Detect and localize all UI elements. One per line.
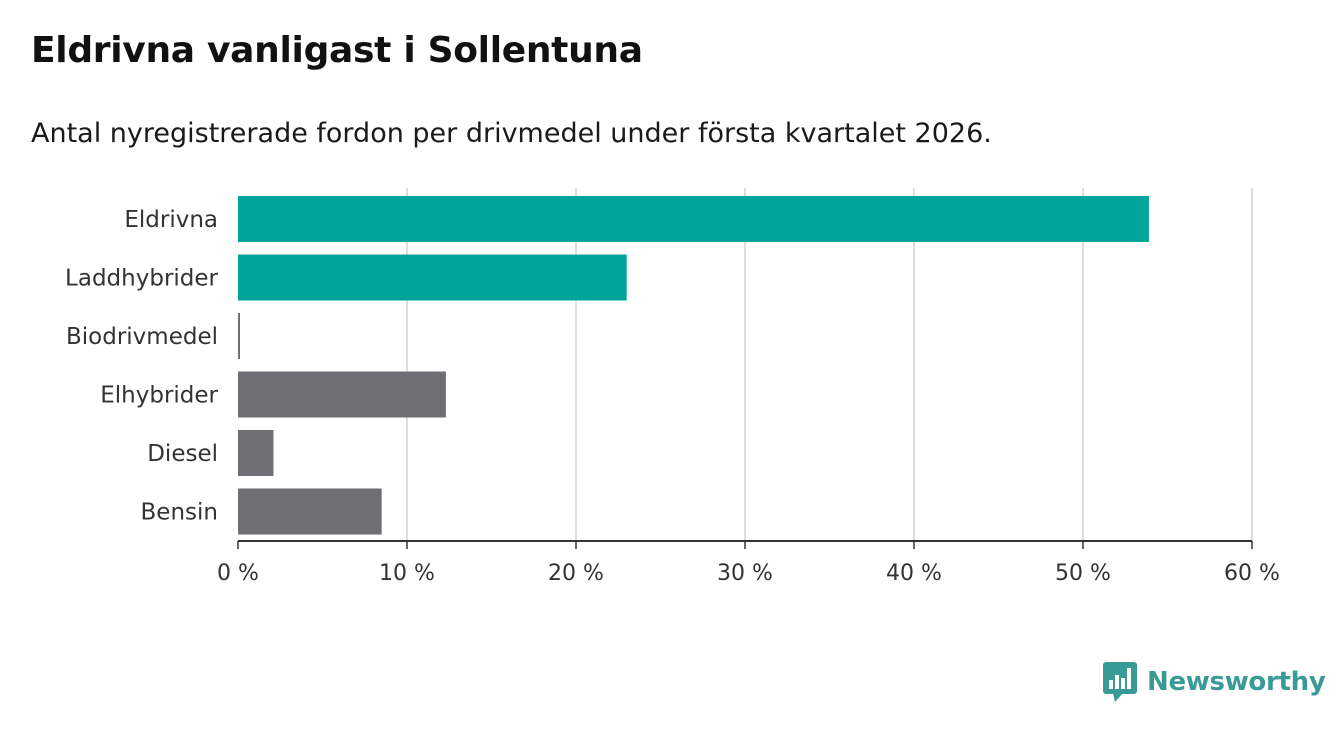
x-axis: 0 % 10 % 20 % 30 % 40 % 50 % 60 % <box>217 540 1280 586</box>
bar-eldrivna <box>238 196 1149 242</box>
bar-diesel <box>238 430 274 476</box>
x-tick-label: 10 % <box>379 561 435 586</box>
x-tick-label: 20 % <box>548 561 604 586</box>
x-tick-label: 40 % <box>886 561 942 586</box>
chart-subtitle: Antal nyregistrerade fordon per drivmede… <box>31 118 992 149</box>
bar-bensin <box>238 488 382 535</box>
category-label: Bensin <box>141 500 218 526</box>
category-labels: Eldrivna Laddhybrider Biodrivmedel Elhybrid… <box>65 207 218 526</box>
x-tick-label: 30 % <box>717 561 773 586</box>
bar-chart-speech-bubble-icon <box>1103 662 1137 702</box>
newsworthy-logo: Newsworthy <box>1103 662 1326 702</box>
x-tick-label: 0 % <box>217 561 259 586</box>
bars <box>238 196 1149 535</box>
x-tick-label: 50 % <box>1055 561 1111 586</box>
category-label: Elhybrider <box>100 383 218 409</box>
bar-elhybrider <box>238 371 446 418</box>
category-label: Biodrivmedel <box>66 324 218 350</box>
x-tick-label: 60 % <box>1224 561 1280 586</box>
category-label: Laddhybrider <box>65 266 218 292</box>
grid-lines <box>406 188 1253 541</box>
chart-title: Eldrivna vanligast i Sollentuna <box>31 30 643 71</box>
category-label: Diesel <box>147 441 218 467</box>
category-label: Eldrivna <box>124 207 218 233</box>
bar-laddhybrider <box>238 254 627 301</box>
brand-name: Newsworthy <box>1147 667 1326 697</box>
bar-biodrivmedel <box>238 313 240 359</box>
